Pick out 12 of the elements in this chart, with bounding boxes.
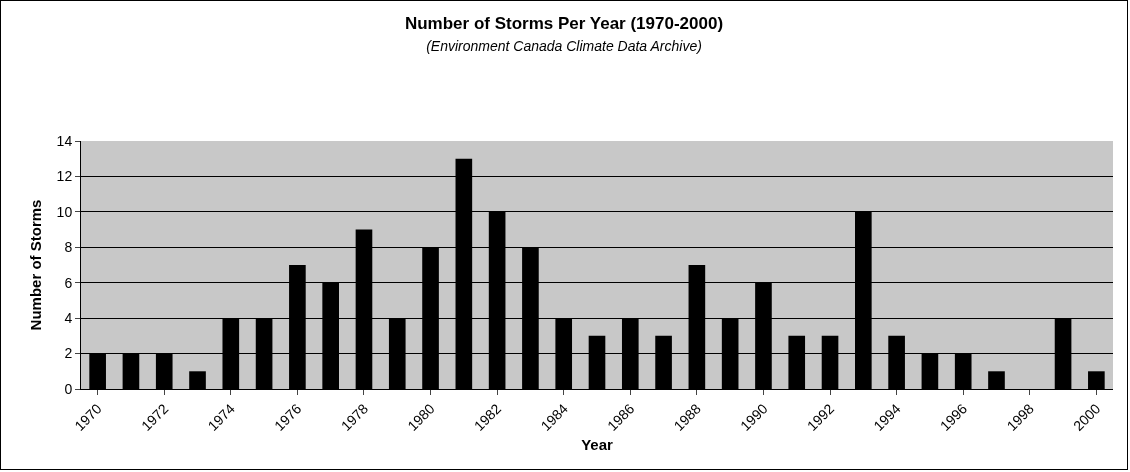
y-tick-label: 14 xyxy=(56,132,73,149)
y-tick-label: 6 xyxy=(64,274,73,291)
y-tick-label: 12 xyxy=(56,168,73,185)
y-tick-label: 10 xyxy=(56,203,73,220)
y-axis-title: Number of Storms xyxy=(27,199,44,331)
y-tick-label: 2 xyxy=(64,345,73,362)
y-tick-label: 0 xyxy=(64,380,73,397)
y-tick-label: 8 xyxy=(64,239,73,256)
chart-title: Number of Storms Per Year (1970-2000) xyxy=(404,14,724,34)
y-tick-label: 4 xyxy=(64,310,73,327)
x-axis-title: Year xyxy=(581,435,614,453)
chart-subtitle: (Environment Canada Climate Data Archive) xyxy=(426,38,702,55)
